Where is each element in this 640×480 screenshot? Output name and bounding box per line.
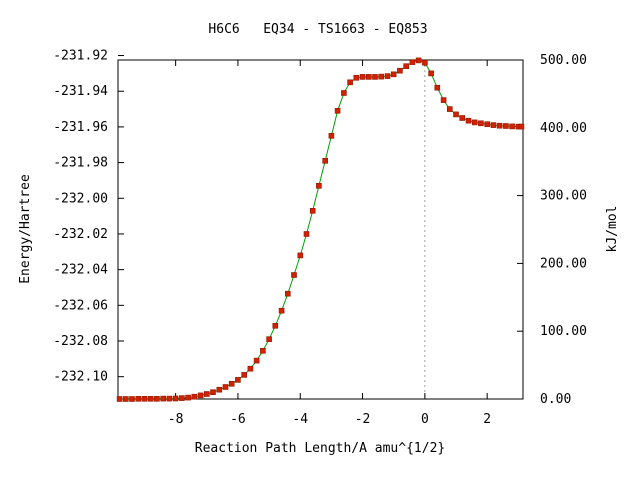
chart-title: H6C6 EQ34 - TS1663 - EQ853 [208,22,427,37]
y-tick-label: -231.96 [53,120,108,135]
data-point [490,122,497,128]
data-point [353,75,360,81]
y-tick-label: -231.98 [53,156,108,171]
data-point [384,73,391,79]
data-point [266,336,272,343]
data-point [278,307,285,314]
data-point [428,70,434,77]
data-point [191,393,198,400]
y-tick-label: -232.08 [53,334,108,349]
data-point [328,133,335,139]
data-point [496,122,503,129]
y2-tick-label: 200.00 [540,256,587,271]
series-markers [116,57,525,402]
data-point [503,123,509,129]
data-point [235,377,241,383]
x-tick-label: -8 [168,412,184,427]
x-axis-ticks: -8 -6 -4 -2 0 2 [168,60,491,427]
y2-tick-label: 500.00 [540,53,587,68]
x-tick-label: -4 [292,412,308,427]
y2-tick-label: 0.00 [540,392,571,407]
y-tick-label: -232.04 [53,263,108,278]
data-point [347,79,353,86]
data-point [403,63,410,70]
data-point [409,59,416,65]
data-point [453,111,459,118]
data-point [372,74,378,80]
data-point [518,123,525,130]
data-point [440,97,447,103]
data-point [135,395,142,402]
x-tick-label: -2 [355,412,371,427]
data-point [322,158,329,164]
y2-tick-label: 400.00 [540,121,587,136]
data-point [341,90,347,96]
data-point [222,384,229,390]
series-line [119,59,522,400]
data-point [179,395,185,401]
data-point [123,396,129,402]
y-tick-label: -232.02 [53,227,108,242]
data-point [204,391,210,397]
data-point [316,183,322,189]
y-tick-label: -232.00 [53,191,108,206]
data-point [260,347,266,354]
data-point [509,123,515,130]
y-axis-ticks: -231.92 -231.94 -231.96 -231.98 -232.00 -232.… [53,49,124,385]
data-point [378,73,385,80]
data-point [160,395,166,402]
data-point [284,290,291,297]
data-point [478,120,484,127]
data-point [247,365,254,372]
y-tick-label: -231.94 [53,84,108,99]
data-point [185,394,191,401]
data-point [216,386,223,393]
data-point [253,357,260,364]
data-point [241,372,247,378]
x-tick-label: 2 [483,412,491,427]
x-tick-label: -6 [230,412,246,427]
x-axis-label: Reaction Path Length/A amu^{1/2} [195,441,445,456]
data-point [309,208,316,214]
data-point [390,71,397,78]
data-point [197,392,204,399]
data-point [446,106,453,112]
data-point [147,395,154,402]
data-point [415,57,422,64]
data-point [154,395,160,402]
data-point [334,108,341,114]
data-point [172,395,179,402]
y-tick-label: -232.10 [53,370,108,385]
data-point [484,121,491,127]
data-point [465,117,472,124]
plot-frame [117,59,524,400]
data-point [459,115,466,121]
y-tick-label: -231.92 [53,49,108,64]
data-point [303,231,310,237]
data-point [228,380,235,387]
data-point [210,389,216,396]
data-point [272,322,279,329]
data-point [365,74,372,80]
y-axis-label: Energy/Hartree [18,174,33,284]
data-point [471,119,478,126]
x-tick-label: 0 [421,412,429,427]
data-point [141,395,148,402]
data-point [434,84,441,91]
data-point [397,67,403,74]
data-point [359,74,366,80]
data-point [129,396,135,402]
y2-axis-label: kJ/mol [605,206,620,253]
data-point [166,395,173,402]
data-point [291,272,297,278]
data-point [422,59,428,66]
data-point [116,396,123,402]
y2-tick-label: 100.00 [540,324,587,339]
y2-tick-label: 300.00 [540,189,587,204]
y-tick-label: -232.06 [53,298,108,313]
data-point [297,252,304,259]
y2-axis-ticks: 0.00 100.00 200.00 300.00 400.00 500.00 [517,53,587,407]
